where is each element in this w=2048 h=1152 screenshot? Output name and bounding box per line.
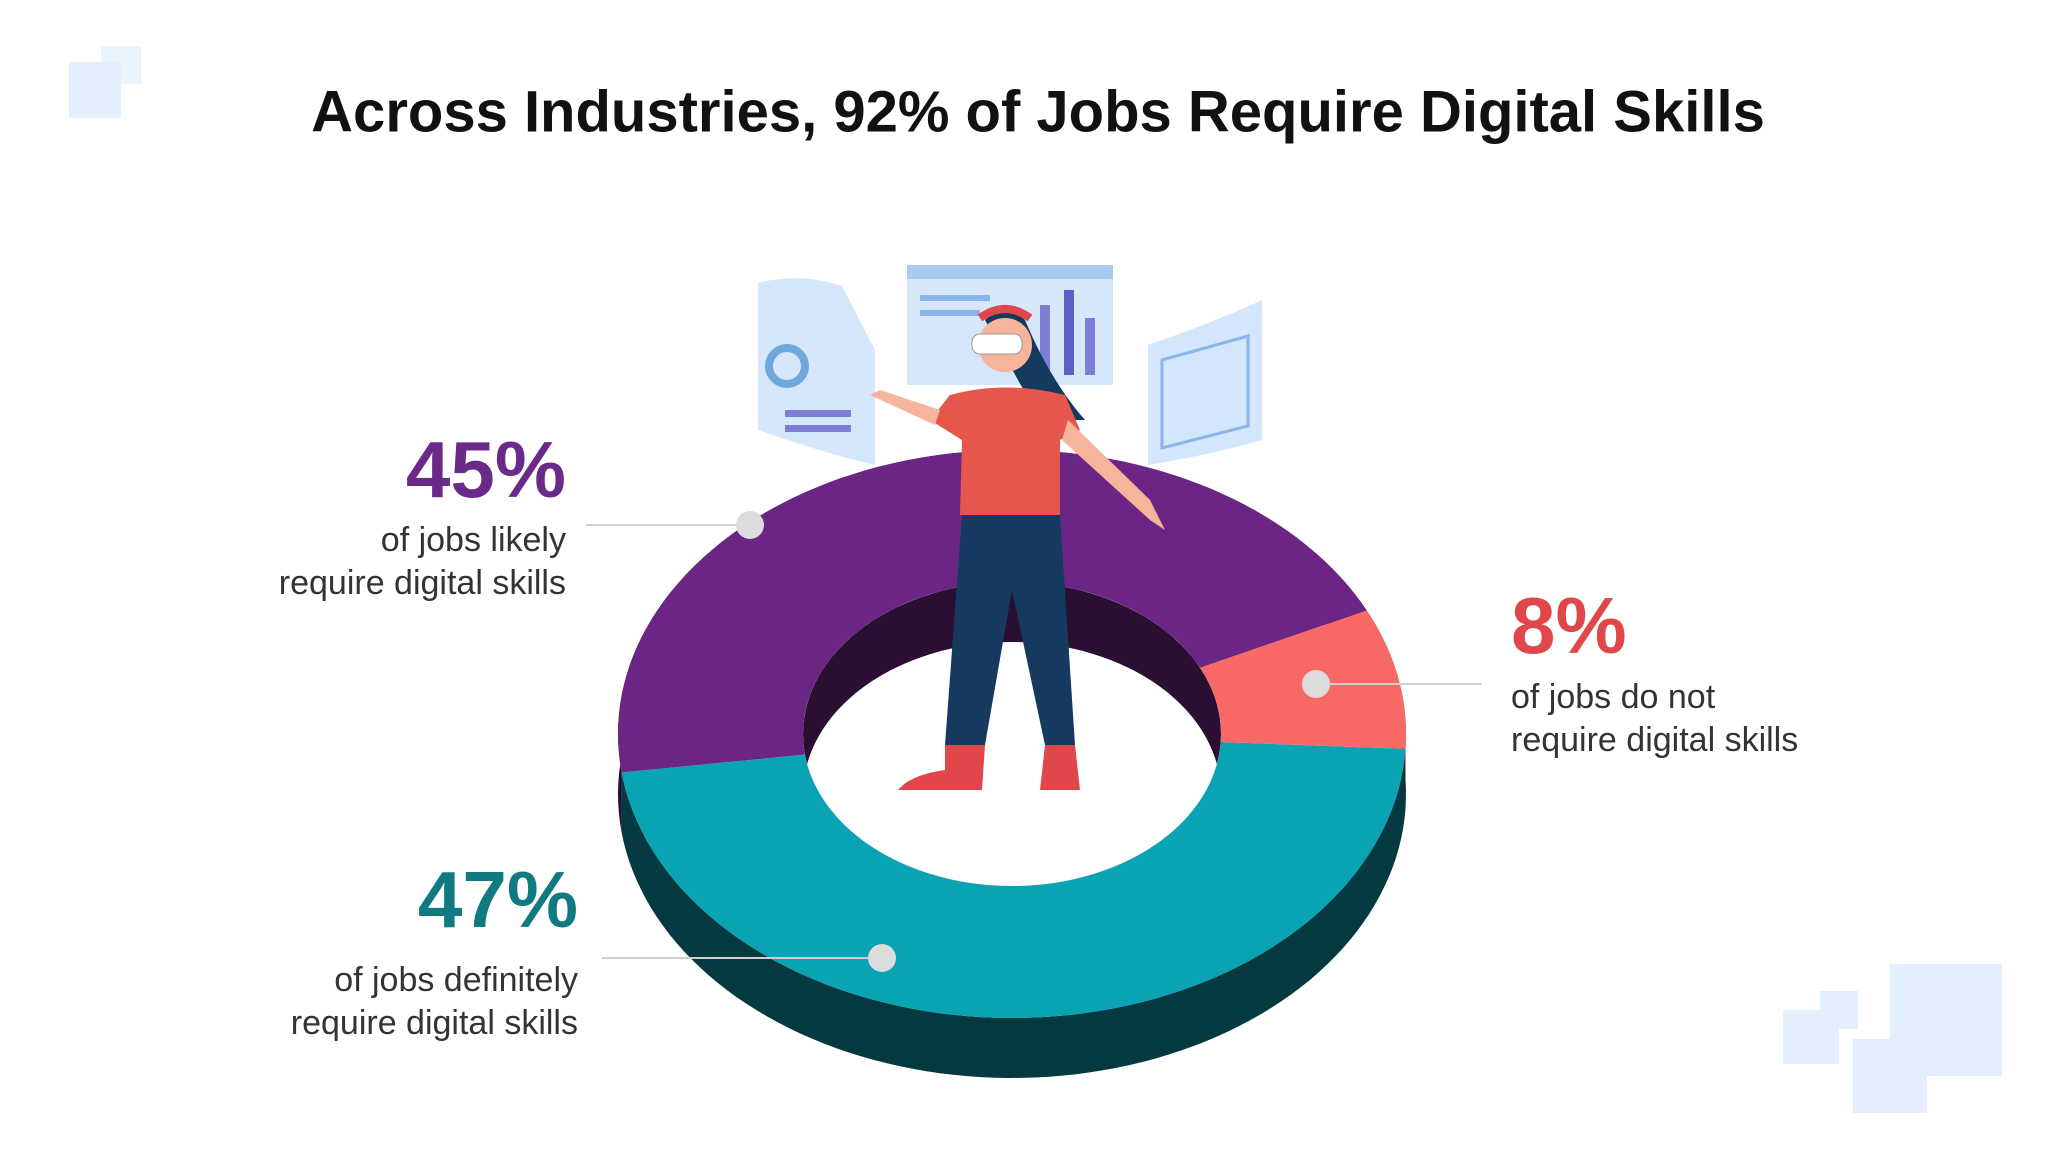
illustration-person <box>870 305 1165 790</box>
panel-icon <box>1064 290 1074 375</box>
decor-square <box>1820 991 1858 1029</box>
decor-squares <box>69 46 2002 1113</box>
slice-side <box>621 748 1406 1078</box>
illustration-panels <box>758 265 1262 465</box>
value-label: 47% <box>418 855 578 944</box>
panel-icon <box>765 344 809 388</box>
value-label: 45% <box>406 425 566 514</box>
panel <box>1148 300 1262 465</box>
panel-icon <box>920 310 980 316</box>
panel <box>907 265 1113 279</box>
panel-icon <box>1160 334 1250 450</box>
leader-dot <box>736 511 764 539</box>
panel-icon <box>1040 305 1050 375</box>
panel-icon <box>1085 318 1095 375</box>
category-label: require digital skills <box>291 1004 578 1042</box>
category-label: require digital skills <box>1511 721 1798 759</box>
slice <box>621 742 1406 1018</box>
headband <box>977 305 1033 322</box>
category-label: of jobs definitely <box>334 961 578 999</box>
leader-dot <box>868 944 896 972</box>
leader-dot <box>1302 670 1330 698</box>
panel-icon <box>785 410 851 417</box>
decor-square <box>101 46 141 84</box>
panel <box>758 278 875 465</box>
category-label: of jobs do not <box>1511 678 1716 716</box>
chart-title: Across Industries, 92% of Jobs Require D… <box>311 79 1765 144</box>
slice <box>618 450 1367 773</box>
labels: 45% of jobs likely require digital skills 4… <box>279 425 1798 1042</box>
category-label: of jobs likely <box>381 521 566 559</box>
shoe <box>1040 745 1080 790</box>
value-label: 8% <box>1511 581 1627 670</box>
shoe <box>898 745 985 790</box>
arm <box>1062 420 1165 530</box>
vr-headset <box>971 333 1023 355</box>
pants <box>945 515 1075 745</box>
shirt <box>930 387 1080 515</box>
category-label: require digital skills <box>279 564 566 602</box>
panel-icon <box>785 425 851 432</box>
panel-icon <box>920 295 990 301</box>
arm <box>870 390 940 425</box>
decor-square <box>1853 1039 1927 1113</box>
